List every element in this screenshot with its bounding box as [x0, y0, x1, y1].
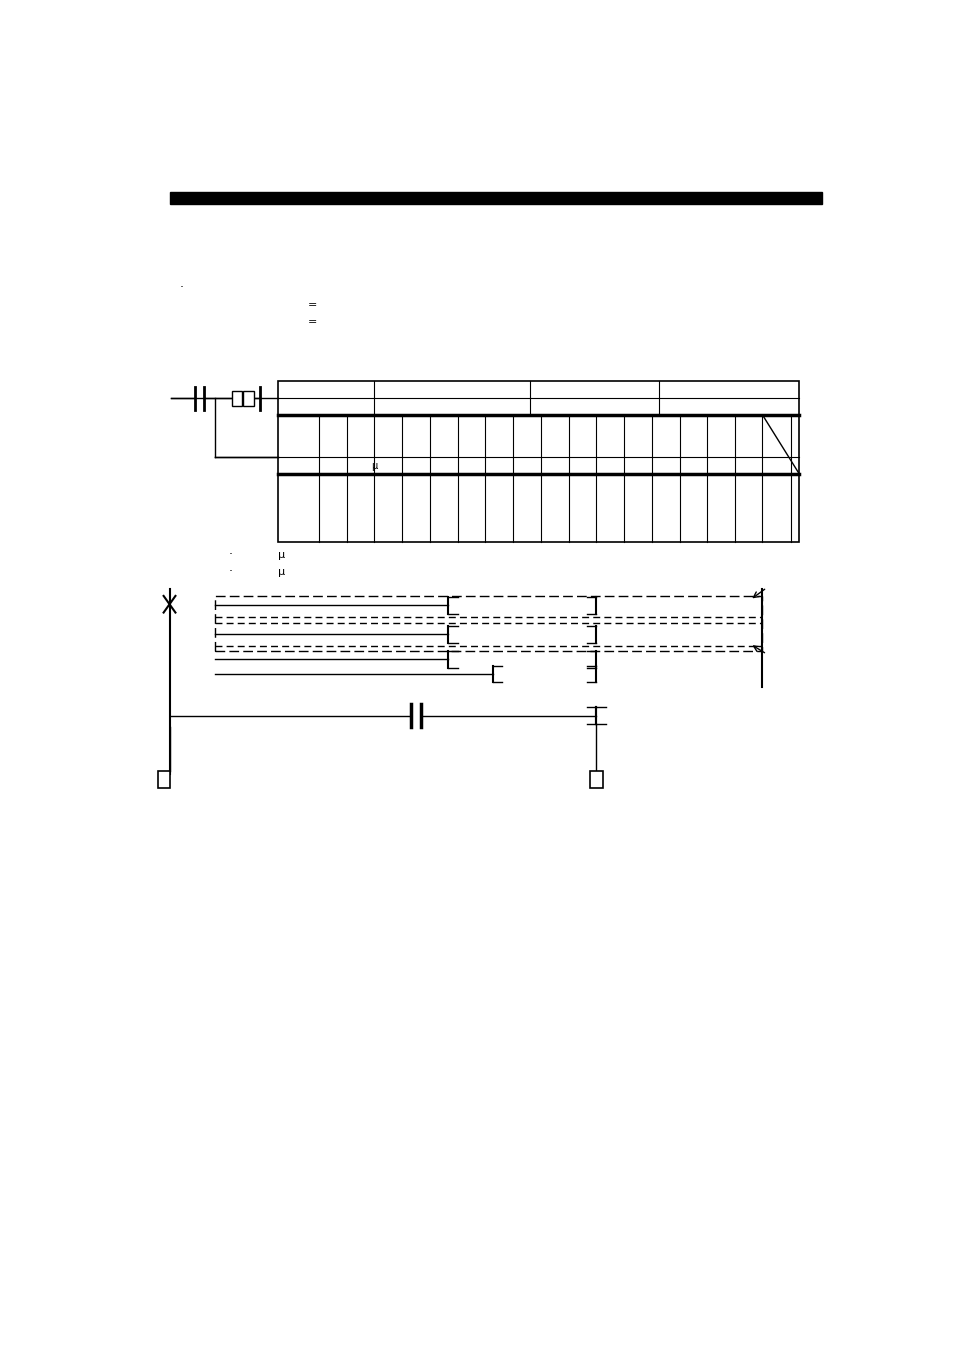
Bar: [232, 390, 242, 405]
Text: .: .: [180, 277, 184, 290]
Text: μ: μ: [278, 567, 285, 577]
Bar: [157, 770, 170, 789]
Text: =: =: [308, 317, 316, 327]
Bar: [243, 390, 253, 405]
Bar: [170, 192, 821, 204]
Bar: [590, 770, 602, 789]
Text: μ: μ: [370, 461, 376, 471]
Text: μ: μ: [278, 550, 285, 561]
Text: ·: ·: [229, 565, 233, 578]
Text: ·: ·: [229, 549, 233, 562]
Bar: [215, 596, 761, 651]
Text: =: =: [308, 300, 316, 309]
Bar: [278, 381, 799, 542]
